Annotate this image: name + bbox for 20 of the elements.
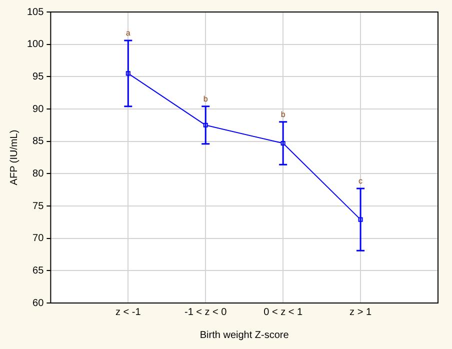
annotation: b — [203, 94, 208, 104]
annotation: b — [280, 110, 286, 120]
y-tick-label: 105 — [26, 6, 44, 18]
y-tick-label: 60 — [32, 298, 44, 309]
y-axis-title: AFP (IU/mL) — [8, 130, 20, 186]
annotation: c — [358, 176, 363, 186]
y-tick-label: 75 — [32, 200, 44, 212]
y-tick-label: 95 — [32, 71, 44, 82]
y-tick-label: 65 — [32, 265, 44, 276]
x-axis-title: Birth weight Z-score — [200, 330, 290, 341]
x-tick-label: -1 < z < 0 — [184, 306, 228, 318]
y-tick-label: 100 — [26, 39, 44, 50]
x-tick-label: z < -1 — [116, 306, 142, 318]
x-tick-label: z > 1 — [350, 306, 372, 318]
y-tick-label: 70 — [32, 233, 44, 244]
y-tick-label: 90 — [32, 104, 44, 115]
annotation: a — [126, 28, 131, 38]
y-tick-label: 85 — [32, 136, 44, 148]
x-tick-label: 0 < z < 1 — [264, 306, 303, 318]
y-tick-label: 80 — [32, 168, 44, 180]
